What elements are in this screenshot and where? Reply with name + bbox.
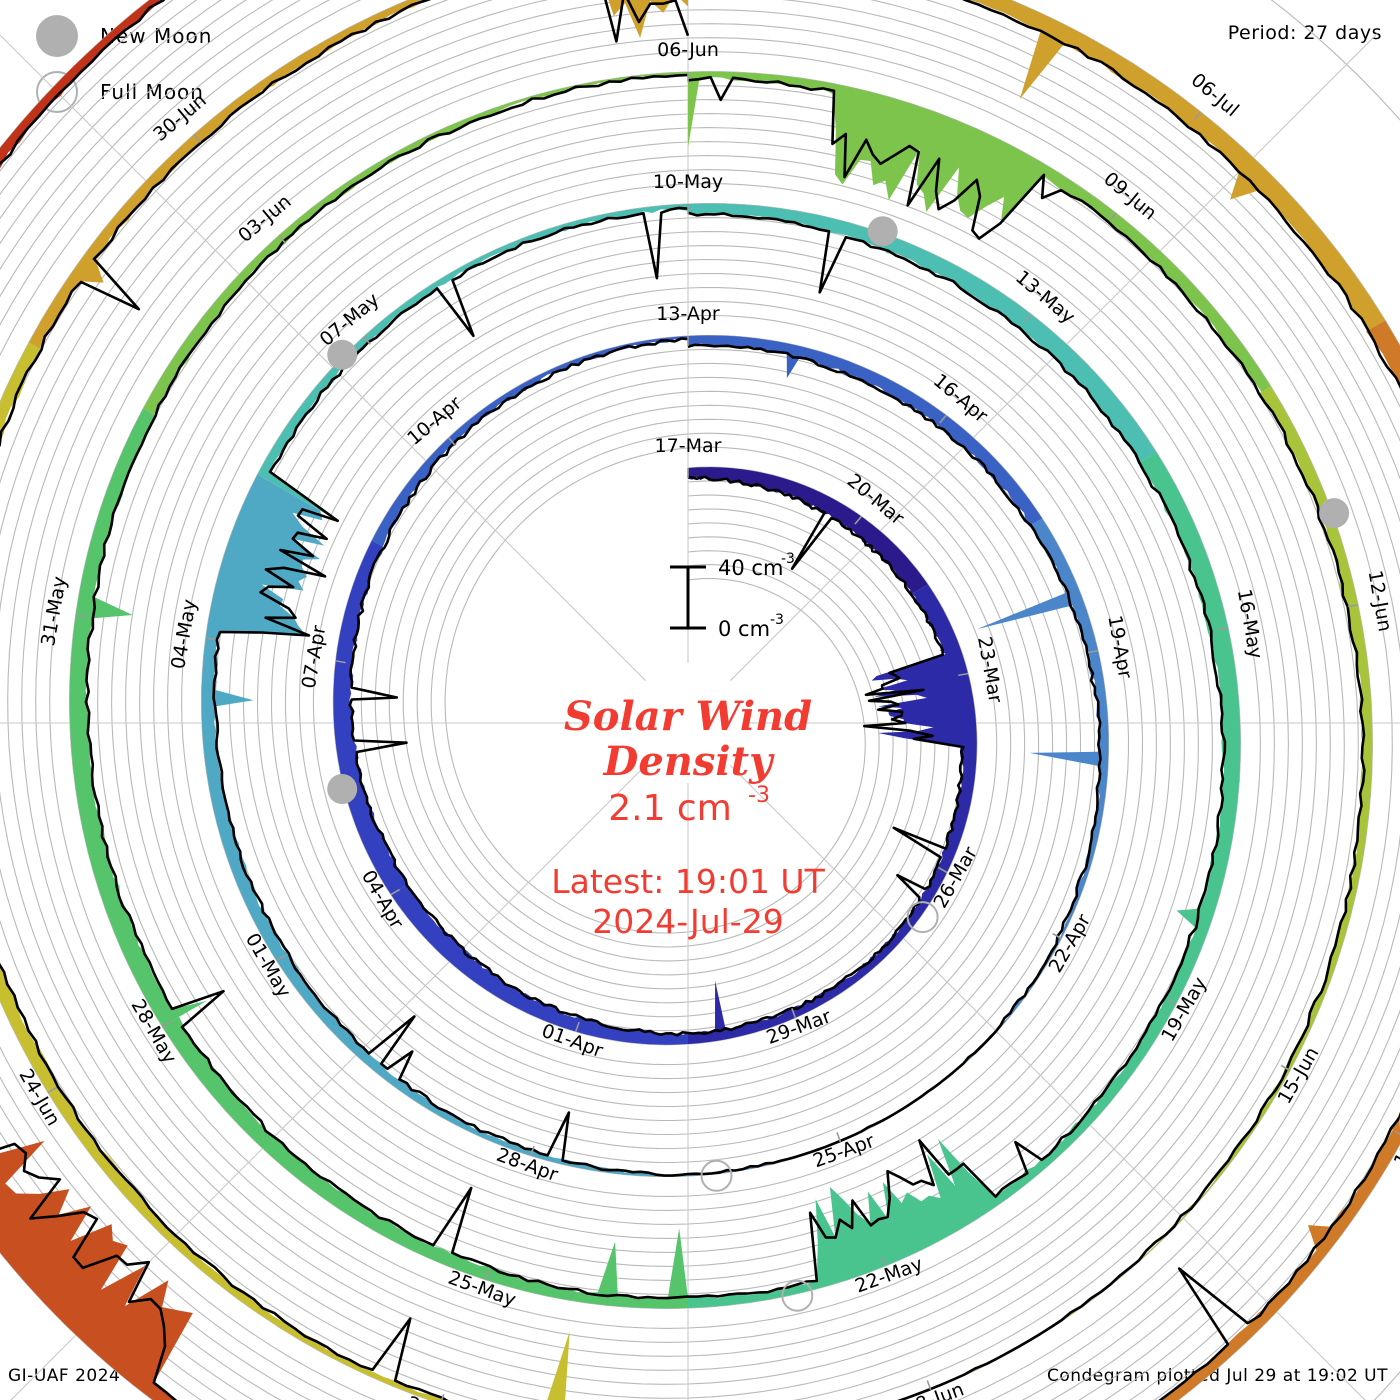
- date-label: 13-Apr: [656, 303, 720, 325]
- grid-spoke-315: [0, 34, 646, 681]
- date-tick: [1348, 604, 1359, 608]
- density-trace-turn1: [212, 206, 1102, 1177]
- density-trace-turn3: [0, 0, 1366, 1400]
- period-label: Period: 27 days: [1227, 22, 1382, 44]
- moon-phase-markers: [327, 216, 1400, 1312]
- date-label: 12-Jun: [1364, 569, 1396, 634]
- density-band-turn0-seg0: [688, 467, 928, 595]
- date-tick: [937, 866, 948, 874]
- date-tick: [278, 235, 287, 244]
- date-tick: [448, 437, 456, 446]
- full-moon-marker: [781, 1279, 814, 1312]
- density-band-turn3-seg0: [688, 71, 1271, 392]
- date-label: 17-Mar: [655, 435, 722, 457]
- date-label: 23-Mar: [973, 635, 1006, 705]
- date-label: 06-Jun: [657, 39, 719, 61]
- density-band-turn1-seg1: [977, 518, 1109, 939]
- date-tick: [1218, 626, 1229, 631]
- date-tick: [335, 660, 346, 664]
- date-tick: [791, 1008, 797, 1019]
- latest-time: Latest: 19:01 UT: [551, 862, 825, 901]
- density-trace-turn0: [348, 337, 965, 1037]
- density-band-turn3-seg5: [29, 0, 688, 349]
- density-band-turn3-seg4: [0, 342, 59, 1093]
- date-tick: [440, 1393, 445, 1400]
- chart-title-line1: Solar Wind: [564, 693, 812, 740]
- date-label: 16-May: [1233, 587, 1267, 660]
- date-tick: [1280, 1064, 1291, 1072]
- date-tick: [193, 133, 202, 143]
- date-tick: [390, 888, 401, 896]
- date-tick: [75, 614, 86, 618]
- date-tick: [958, 672, 969, 677]
- full-moon-marker: [906, 901, 939, 934]
- density-band-turn2-seg0: [688, 203, 1157, 464]
- new-moon-icon: [36, 15, 78, 57]
- full-moon-marker: [700, 1159, 733, 1192]
- new-moon-marker: [327, 774, 358, 804]
- density-band-turn3-seg2: [899, 1067, 1290, 1400]
- current-value: 2.1 cm: [608, 788, 732, 829]
- density-band-turn2-seg3: [162, 1016, 689, 1309]
- scale-bar-bottom-label: 0 cm: [718, 617, 770, 641]
- current-value-sup: -3: [748, 783, 770, 808]
- date-label: 10-May: [653, 171, 723, 193]
- density-band-turn1-seg4: [201, 474, 325, 961]
- date-tick: [1052, 932, 1062, 940]
- date-tick: [276, 954, 286, 962]
- moon-phase-legend: New Moon Full Moon: [22, 8, 342, 120]
- scale-bar: 40 cm -3 0 cm -3: [670, 551, 795, 641]
- date-tick: [205, 637, 216, 641]
- date-tick: [1193, 111, 1202, 121]
- date-label: 04-May: [167, 598, 201, 671]
- density-band-turn0-seg3: [391, 885, 688, 1045]
- date-tick: [484, 1269, 490, 1280]
- latest-date: 2024-Jul-29: [592, 902, 783, 941]
- date-tick: [161, 1020, 172, 1028]
- scale-bar-top-sup: -3: [781, 551, 795, 567]
- date-tick: [1023, 313, 1032, 323]
- date-label: 18-Jun: [901, 1378, 967, 1400]
- footer-credit: GI-UAF 2024: [8, 1366, 121, 1386]
- new-moon-marker: [1319, 498, 1350, 529]
- scale-bar-bottom-sup: -3: [770, 612, 784, 628]
- date-tick: [1108, 212, 1117, 222]
- date-label: 31-May: [37, 575, 71, 648]
- density-band-turn0-seg4: [333, 540, 407, 895]
- new-moon-marker: [867, 216, 898, 247]
- date-tick: [363, 336, 371, 345]
- date-label: 25-Apr: [810, 1130, 877, 1172]
- date-label: 07-May: [316, 289, 384, 351]
- date-label: 19-Apr: [1103, 614, 1136, 681]
- date-tick: [1088, 649, 1099, 654]
- date-tick: [574, 1021, 580, 1032]
- date-label: 15-Jun: [1274, 1043, 1324, 1108]
- new-moon-marker: [327, 339, 358, 370]
- chart-title-line2: Density: [603, 738, 775, 785]
- scale-bar-top-label: 40 cm: [718, 556, 783, 580]
- legend-label-full-moon: Full Moon: [100, 80, 204, 104]
- date-tick: [854, 515, 862, 525]
- footer-plot-time: Condegram plotted Jul 29 at 19:02 UT: [1046, 1366, 1388, 1386]
- date-tick: [881, 1256, 887, 1267]
- date-tick: [926, 1380, 932, 1391]
- date-label: 22-Apr: [1045, 910, 1096, 976]
- density-band-turn2-seg1: [1138, 452, 1241, 1005]
- date-tick: [529, 1145, 535, 1156]
- date-tick: [939, 414, 947, 424]
- date-tick: [47, 1086, 58, 1094]
- date-tick: [836, 1132, 842, 1143]
- density-trace-turn2: [84, 73, 1227, 1300]
- density-band-turn4-seg3: [0, 1140, 193, 1400]
- density-band-turn2-seg4: [69, 408, 207, 1027]
- date-tick: [1166, 998, 1176, 1006]
- density-band-turn1-seg0: [688, 335, 1043, 527]
- center-readout: Solar Wind Density 2.1 cm -3 Latest: 19:…: [551, 693, 825, 941]
- density-band-turn3-seg1: [1258, 386, 1373, 1071]
- density-band-turn0-seg1: [871, 584, 977, 873]
